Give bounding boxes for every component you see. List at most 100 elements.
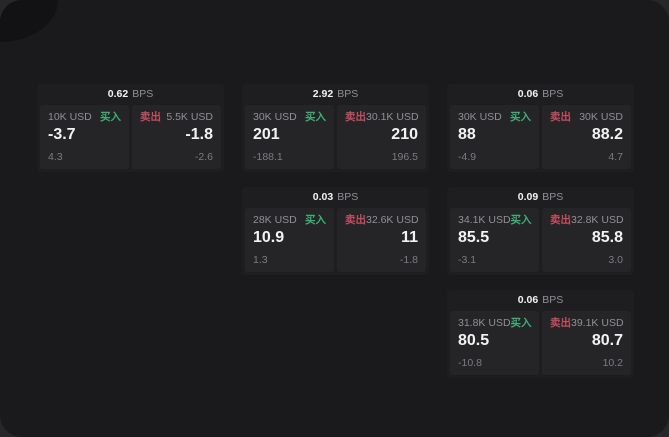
buy-change: -3.1	[458, 254, 477, 267]
bps-header: 0.06 BPS	[447, 290, 634, 311]
bps-value: 0.06	[517, 294, 539, 307]
bps-header: 2.92 BPS	[242, 84, 429, 105]
quote-panels: 28K USD 买入 10.9 1.3 卖出 32.6K USD 11 -1.8	[242, 208, 429, 275]
sell-size-label: 32.6K USD	[366, 214, 419, 226]
buy-quote-panel[interactable]: 10K USD 买入 -3.7 4.3	[40, 105, 129, 169]
buy-side-tag: 买入	[510, 317, 532, 329]
buy-price: 88	[458, 125, 476, 143]
buy-price: 10.9	[253, 228, 285, 246]
sell-side-tag: 卖出	[550, 214, 571, 226]
sell-size-label: 32.8K USD	[571, 214, 624, 226]
sell-price: -1.8	[185, 125, 213, 143]
sell-quote-panel[interactable]: 卖出 32.8K USD 85.8 3.0	[542, 208, 631, 272]
bps-value: 0.62	[107, 88, 129, 101]
sell-panel-top: 卖出 32.6K USD	[345, 214, 419, 227]
buy-quote-panel[interactable]: 31.8K USD 买入 80.5 -10.8	[450, 311, 539, 375]
sell-price: 85.8	[591, 228, 623, 246]
bps-header: 0.09 BPS	[447, 187, 634, 208]
buy-panel-top: 28K USD 买入	[253, 214, 326, 227]
buy-change: -188.1	[253, 151, 283, 164]
window-corner-overlay	[0, 0, 58, 42]
sell-side-tag: 卖出	[345, 111, 366, 123]
bps-unit-label: BPS	[337, 191, 359, 204]
quote-card: 0.62 BPS 10K USD 买入 -3.7 4.3 卖出 5.5K USD…	[37, 84, 224, 172]
bps-unit-label: BPS	[542, 294, 564, 307]
buy-quote-panel[interactable]: 30K USD 买入 88 -4.9	[450, 105, 539, 169]
sell-size-label: 5.5K USD	[166, 111, 213, 123]
buy-panel-top: 10K USD 买入	[48, 111, 121, 124]
bps-unit-label: BPS	[542, 88, 564, 101]
sell-change: -1.8	[399, 254, 418, 267]
sell-price: 11	[401, 228, 418, 246]
sell-panel-top: 卖出 5.5K USD	[140, 111, 213, 124]
sell-quote-panel[interactable]: 卖出 32.6K USD 11 -1.8	[337, 208, 426, 272]
bps-value: 2.92	[312, 88, 334, 101]
sell-change: 196.5	[391, 151, 418, 164]
buy-price: 85.5	[458, 228, 490, 246]
buy-quote-panel[interactable]: 28K USD 买入 10.9 1.3	[245, 208, 334, 272]
sell-quote-panel[interactable]: 卖出 30.1K USD 210 196.5	[337, 105, 426, 169]
bps-header: 0.06 BPS	[447, 84, 634, 105]
buy-size-label: 28K USD	[253, 214, 297, 226]
buy-panel-top: 34.1K USD 买入	[458, 214, 532, 227]
buy-panel-top: 30K USD 买入	[458, 111, 531, 124]
buy-size-label: 10K USD	[48, 111, 92, 123]
sell-price: 210	[391, 125, 418, 143]
quote-panels: 30K USD 买入 201 -188.1 卖出 30.1K USD 210 1…	[242, 105, 429, 172]
sell-panel-top: 卖出 30.1K USD	[345, 111, 419, 124]
buy-size-label: 34.1K USD	[458, 214, 511, 226]
sell-side-tag: 卖出	[550, 111, 571, 123]
sell-size-label: 30.1K USD	[366, 111, 419, 123]
bps-unit-label: BPS	[337, 88, 359, 101]
sell-quote-panel[interactable]: 卖出 5.5K USD -1.8 -2.6	[132, 105, 221, 169]
sell-change: 10.2	[602, 357, 623, 370]
bps-value: 0.03	[312, 191, 334, 204]
buy-panel-top: 31.8K USD 买入	[458, 317, 532, 330]
buy-side-tag: 买入	[510, 111, 531, 123]
sell-change: -2.6	[194, 151, 213, 164]
quote-panels: 30K USD 买入 88 -4.9 卖出 30K USD 88.2 4.7	[447, 105, 634, 172]
buy-size-label: 30K USD	[253, 111, 297, 123]
bps-unit-label: BPS	[542, 191, 564, 204]
sell-price: 80.7	[591, 331, 623, 349]
bps-value: 0.09	[517, 191, 539, 204]
buy-change: 4.3	[48, 151, 63, 164]
quote-card: 2.92 BPS 30K USD 买入 201 -188.1 卖出 30.1K …	[242, 84, 429, 172]
sell-quote-panel[interactable]: 卖出 30K USD 88.2 4.7	[542, 105, 631, 169]
buy-price: 80.5	[458, 331, 490, 349]
sell-side-tag: 卖出	[550, 317, 571, 329]
sell-panel-top: 卖出 30K USD	[550, 111, 623, 124]
buy-panel-top: 30K USD 买入	[253, 111, 326, 124]
buy-side-tag: 买入	[100, 111, 121, 123]
quote-card: 0.06 BPS 30K USD 买入 88 -4.9 卖出 30K USD 8…	[447, 84, 634, 172]
buy-price: -3.7	[48, 125, 76, 143]
buy-price: 201	[253, 125, 280, 143]
sell-size-label: 39.1K USD	[571, 317, 624, 329]
buy-quote-panel[interactable]: 30K USD 买入 201 -188.1	[245, 105, 334, 169]
quote-panels: 10K USD 买入 -3.7 4.3 卖出 5.5K USD -1.8 -2.…	[37, 105, 224, 172]
quote-card: 0.09 BPS 34.1K USD 买入 85.5 -3.1 卖出 32.8K…	[447, 187, 634, 275]
sell-side-tag: 卖出	[345, 214, 366, 226]
sell-change: 3.0	[608, 254, 623, 267]
quote-card: 0.06 BPS 31.8K USD 买入 80.5 -10.8 卖出 39.1…	[447, 290, 634, 378]
sell-panel-top: 卖出 32.8K USD	[550, 214, 624, 227]
sell-quote-panel[interactable]: 卖出 39.1K USD 80.7 10.2	[542, 311, 631, 375]
buy-change: -10.8	[458, 357, 482, 370]
buy-size-label: 30K USD	[458, 111, 502, 123]
quote-card: 0.03 BPS 28K USD 买入 10.9 1.3 卖出 32.6K US…	[242, 187, 429, 275]
buy-side-tag: 买入	[305, 214, 326, 226]
buy-side-tag: 买入	[510, 214, 532, 226]
bps-header: 0.03 BPS	[242, 187, 429, 208]
bps-unit-label: BPS	[132, 88, 154, 101]
sell-panel-top: 卖出 39.1K USD	[550, 317, 624, 330]
quote-panels: 34.1K USD 买入 85.5 -3.1 卖出 32.8K USD 85.8…	[447, 208, 634, 275]
buy-quote-panel[interactable]: 34.1K USD 买入 85.5 -3.1	[450, 208, 539, 272]
buy-side-tag: 买入	[305, 111, 326, 123]
buy-change: -4.9	[458, 151, 477, 164]
buy-size-label: 31.8K USD	[458, 317, 511, 329]
quote-grid: 0.62 BPS 10K USD 买入 -3.7 4.3 卖出 5.5K USD…	[37, 84, 634, 378]
bps-value: 0.06	[517, 88, 539, 101]
sell-change: 4.7	[608, 151, 623, 164]
quote-panels: 31.8K USD 买入 80.5 -10.8 卖出 39.1K USD 80.…	[447, 311, 634, 378]
